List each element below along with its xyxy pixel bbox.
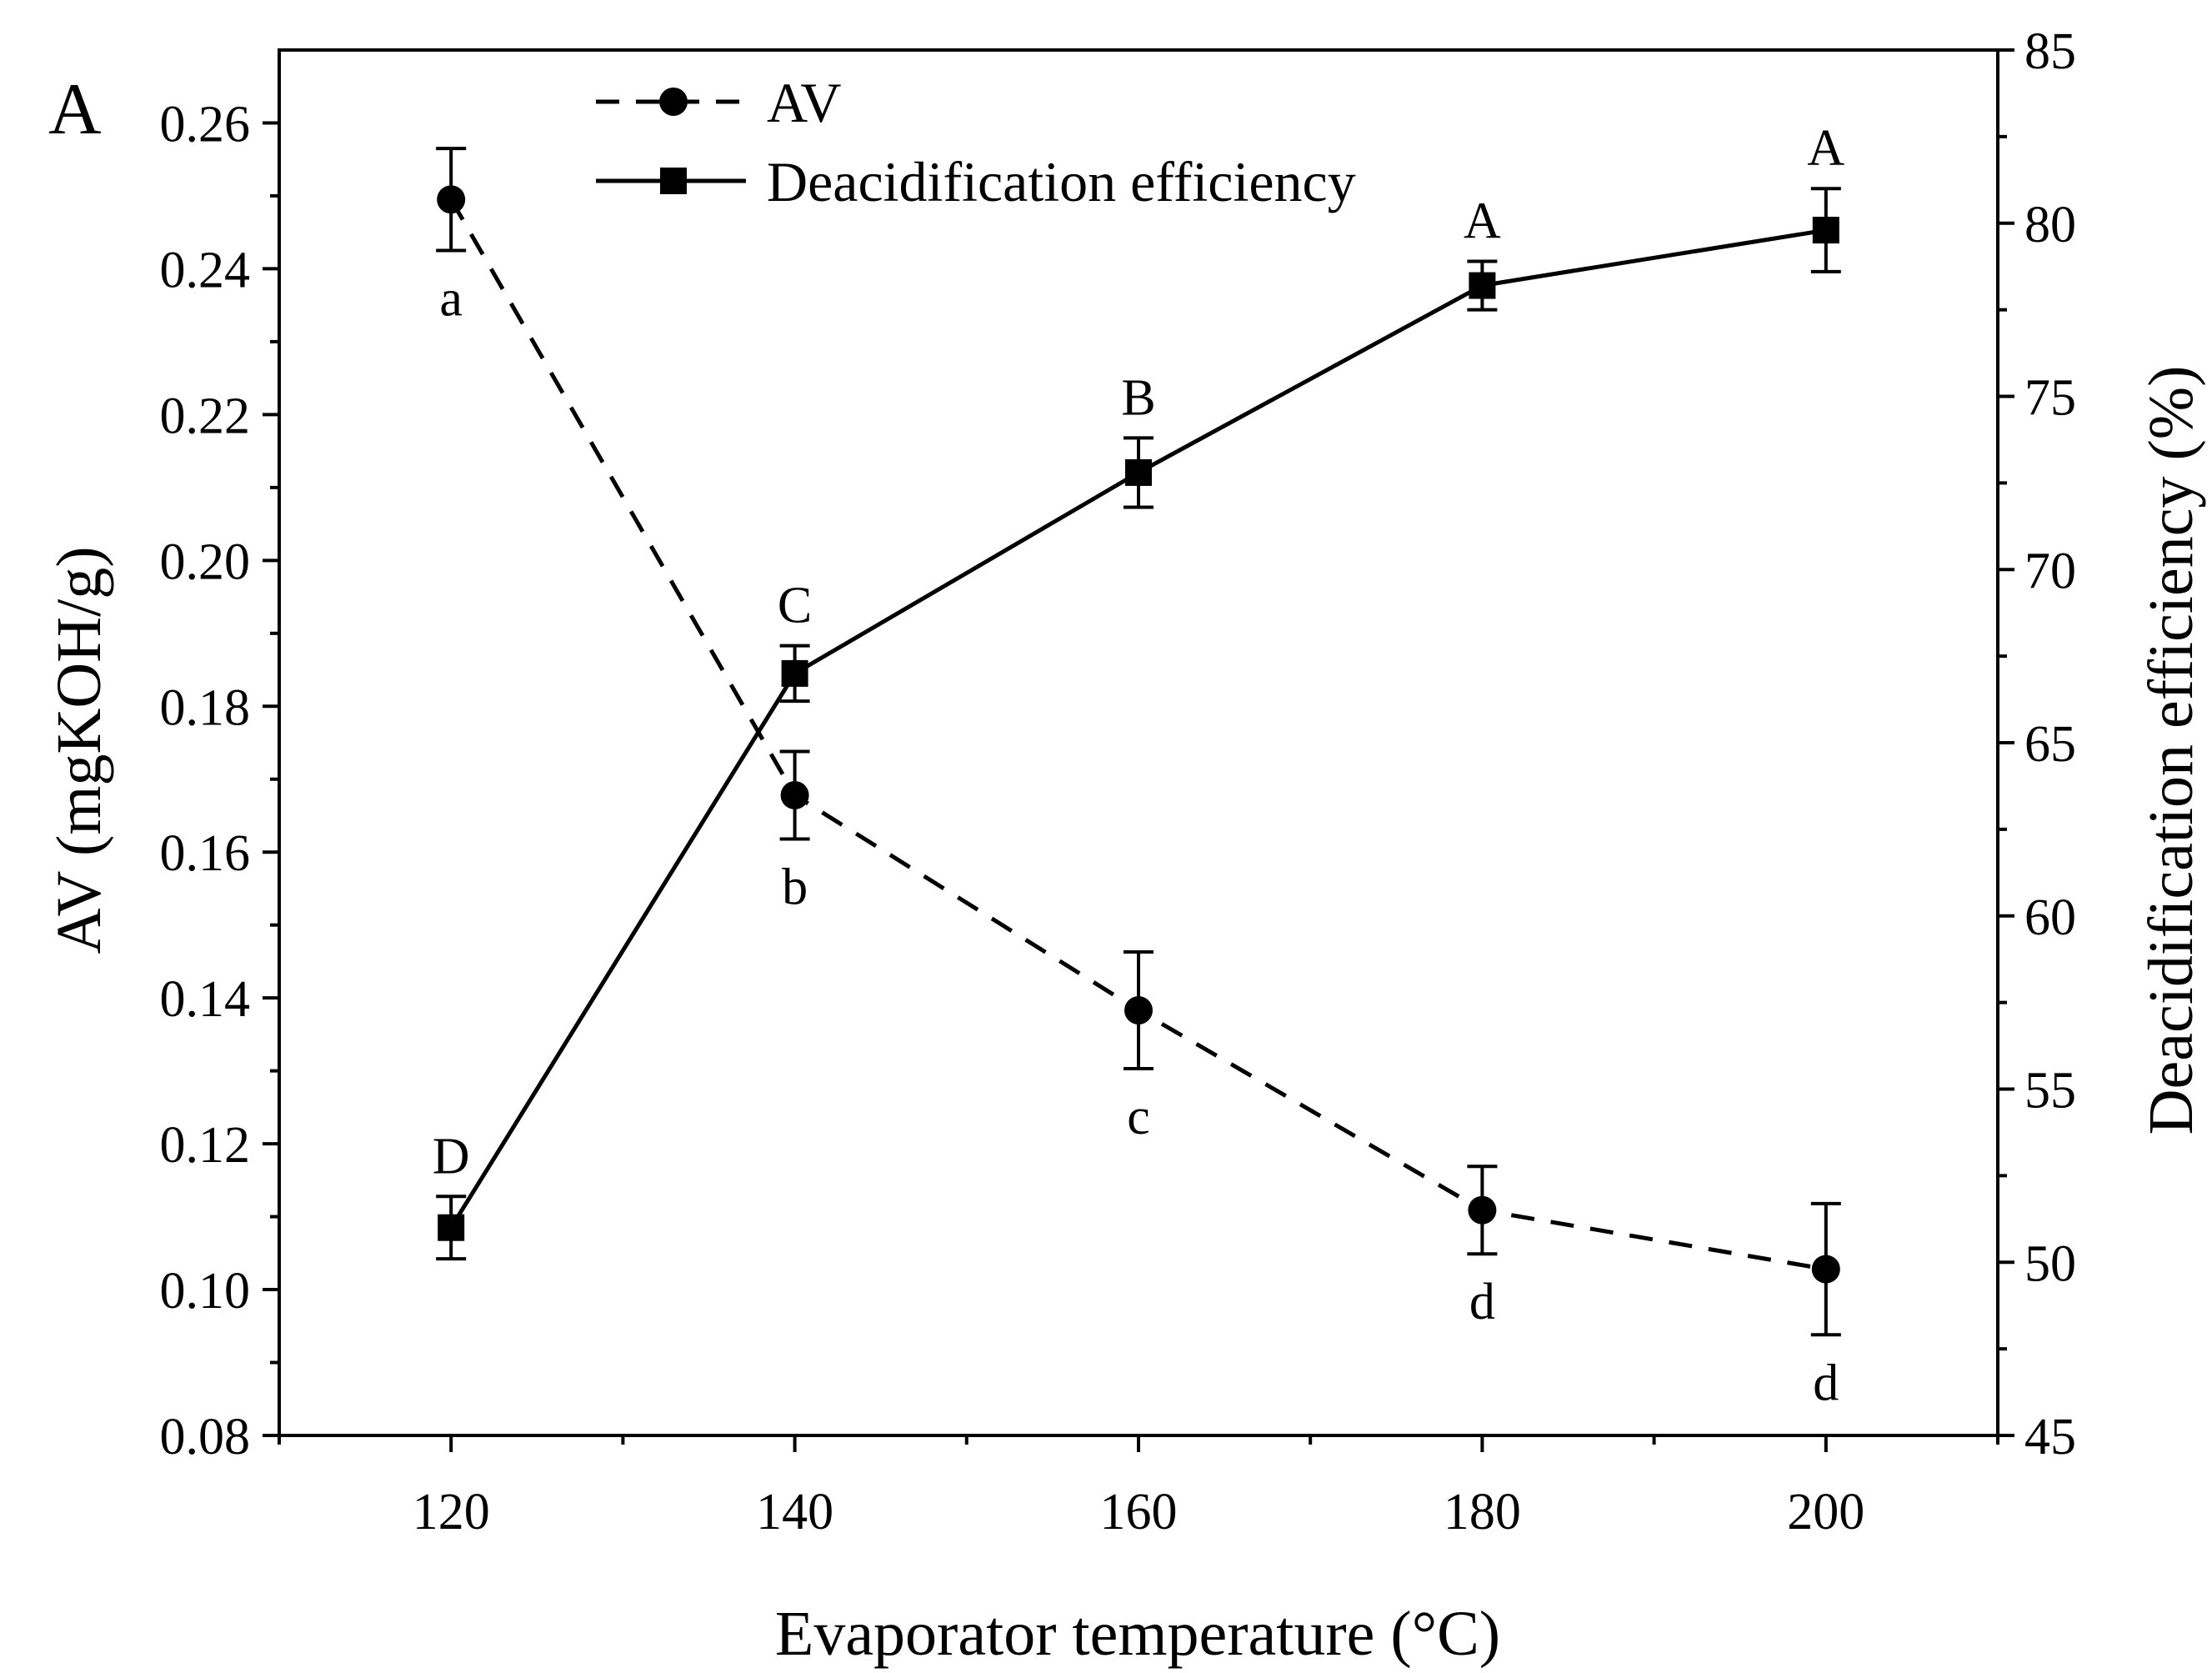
y-left-tick-label: 0.08 bbox=[160, 1409, 251, 1465]
data-point-av bbox=[1811, 1255, 1840, 1284]
y-right-tick-label: 85 bbox=[2024, 23, 2076, 80]
legend: AV Deacidification efficiency bbox=[596, 71, 1356, 213]
significance-letter-av: c bbox=[1127, 1089, 1150, 1145]
significance-letter-efficiency: A bbox=[1807, 120, 1844, 177]
data-point-efficiency bbox=[1125, 458, 1152, 486]
data-point-efficiency bbox=[1812, 217, 1839, 244]
y-left-tick-label: 0.14 bbox=[160, 971, 251, 1028]
legend-efficiency-marker bbox=[660, 168, 687, 194]
significance-letter-efficiency: D bbox=[433, 1128, 470, 1185]
x-tick-label: 200 bbox=[1787, 1484, 1864, 1540]
significance-letter-efficiency: A bbox=[1464, 193, 1501, 249]
significance-letter-efficiency: B bbox=[1121, 369, 1155, 426]
x-tick-label: 140 bbox=[756, 1484, 833, 1540]
y-right-tick-label: 70 bbox=[2024, 543, 2076, 599]
data-point-av bbox=[437, 185, 466, 214]
significance-letter-av: d bbox=[1469, 1274, 1495, 1330]
y-right-tick-label: 65 bbox=[2024, 716, 2076, 773]
y-right-tick-label: 80 bbox=[2024, 197, 2076, 253]
y-left-tick-label: 0.10 bbox=[160, 1263, 251, 1320]
significance-letter-efficiency: C bbox=[778, 578, 812, 634]
plot-frame bbox=[278, 48, 1999, 1437]
panel-label: A bbox=[48, 69, 102, 150]
data-point-efficiency bbox=[1469, 272, 1496, 299]
x-tick-label: 160 bbox=[1100, 1484, 1178, 1540]
data-point-av bbox=[1468, 1195, 1497, 1225]
y-right-tick-label: 50 bbox=[2024, 1235, 2076, 1292]
significance-letter-av: a bbox=[439, 271, 463, 328]
y-right-tick-label: 60 bbox=[2024, 889, 2076, 946]
y-left-tick-label: 0.12 bbox=[160, 1117, 251, 1174]
x-axis-title: Evaporator temperature (°C) bbox=[775, 1599, 1500, 1669]
y-left-tick-label: 0.24 bbox=[160, 242, 251, 298]
legend-av-marker bbox=[659, 88, 688, 116]
y-left-tick-label: 0.22 bbox=[160, 388, 251, 444]
data-point-efficiency bbox=[781, 659, 808, 687]
y-left-tick-label: 0.26 bbox=[160, 96, 251, 153]
y-right-tick-label: 55 bbox=[2024, 1063, 2076, 1120]
y-left-tick-label: 0.18 bbox=[160, 679, 251, 736]
y-left-tick-label: 0.16 bbox=[160, 825, 251, 882]
y-axis-right-title: Deacidification efficiency (%) bbox=[2136, 366, 2206, 1135]
x-tick-label: 120 bbox=[413, 1484, 490, 1540]
y-axis-left-title: AV (mgKOH/g) bbox=[44, 546, 114, 954]
significance-letter-av: d bbox=[1813, 1355, 1839, 1411]
significance-letter-av: b bbox=[782, 859, 808, 915]
legend-efficiency-label: Deacidification efficiency bbox=[767, 150, 1356, 213]
y-right-tick-label: 75 bbox=[2024, 370, 2076, 427]
data-point-efficiency bbox=[438, 1214, 465, 1241]
y-left-tick-label: 0.20 bbox=[160, 533, 251, 590]
data-point-av bbox=[780, 780, 809, 809]
legend-av-label: AV bbox=[767, 71, 841, 134]
y-right-tick-label: 45 bbox=[2024, 1409, 2076, 1465]
x-tick-label: 180 bbox=[1444, 1484, 1521, 1540]
data-point-av bbox=[1124, 996, 1153, 1025]
marks-layer: 120 140 160 180 200 0.08 0.10 0.12 0.14 0.16 0.18 0… bbox=[160, 23, 2077, 1540]
